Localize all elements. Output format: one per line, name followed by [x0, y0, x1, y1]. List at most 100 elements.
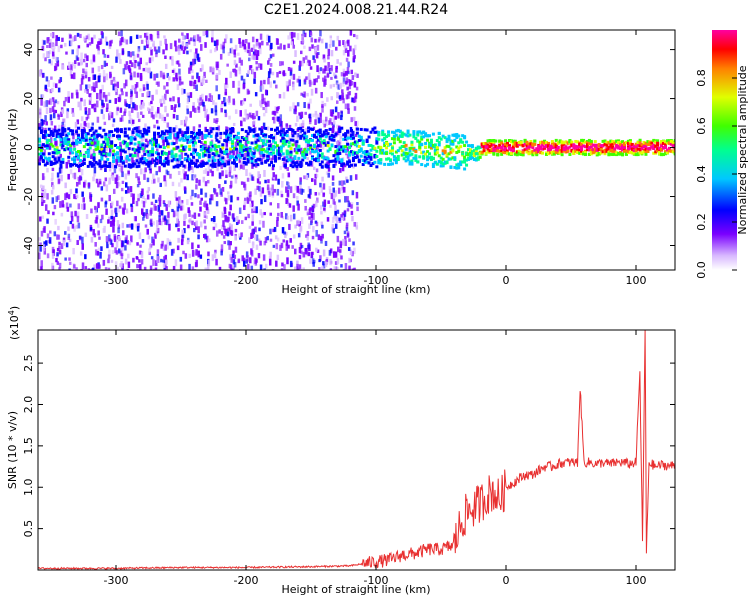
- heatmap-cell: [107, 92, 111, 97]
- heatmap-cell: [244, 146, 248, 150]
- heatmap-cell: [124, 173, 128, 180]
- heatmap-cell: [115, 181, 119, 189]
- heatmap-cell: [162, 246, 166, 251]
- heatmap-cell: [192, 126, 196, 132]
- heatmap-cell: [238, 207, 242, 214]
- heatmap-cell: [84, 138, 88, 142]
- heatmap-cell: [340, 214, 343, 218]
- heatmap-cell: [111, 172, 115, 176]
- heatmap-cell: [82, 58, 86, 63]
- heatmap-cell: [250, 128, 254, 132]
- heatmap-cell: [69, 145, 73, 150]
- heatmap-cell: [533, 151, 537, 155]
- heatmap-cell: [665, 148, 669, 152]
- heatmap-cell: [353, 96, 357, 103]
- heatmap-cell: [189, 195, 193, 200]
- heatmap-cell: [182, 134, 186, 138]
- heatmap-cell: [332, 159, 336, 163]
- heatmap-cell: [286, 167, 290, 172]
- heatmap-cell: [463, 167, 467, 171]
- heatmap-cell: [168, 150, 171, 155]
- heatmap-cell: [165, 204, 168, 211]
- heatmap-cell: [337, 187, 341, 194]
- heatmap-cell: [504, 151, 508, 155]
- heatmap-cell: [513, 144, 517, 148]
- heatmap-cell: [323, 80, 326, 87]
- heatmap-cell: [93, 107, 97, 113]
- heatmap-cell: [172, 210, 176, 218]
- heatmap-cell: [149, 265, 153, 270]
- heatmap-cell: [85, 213, 89, 219]
- heatmap-cell: [59, 134, 63, 138]
- heatmap-cell: [285, 81, 289, 87]
- heatmap-cell: [324, 135, 328, 139]
- heatmap-cell: [329, 35, 333, 39]
- heatmap-cell: [141, 103, 145, 109]
- heatmap-cell: [202, 143, 205, 147]
- heatmap-cell: [55, 148, 59, 152]
- heatmap-cell: [326, 149, 330, 153]
- heatmap-cell: [43, 192, 46, 199]
- heatmap-cell: [355, 34, 359, 40]
- heatmap-cell: [356, 206, 359, 212]
- heatmap-cell: [229, 228, 233, 235]
- heatmap-cell: [478, 146, 482, 150]
- heatmap-cell: [665, 141, 669, 145]
- heatmap-cell: [459, 140, 463, 144]
- heatmap-cell: [254, 136, 257, 141]
- heatmap-cell: [183, 186, 187, 191]
- heatmap-cell: [513, 139, 517, 143]
- heatmap-cell: [343, 45, 347, 49]
- heatmap-cell: [78, 180, 81, 185]
- heatmap-cell: [447, 145, 451, 149]
- heatmap-cell: [88, 146, 92, 150]
- heatmap-cell: [323, 207, 326, 211]
- heatmap-cell: [211, 159, 215, 163]
- heatmap-cell: [342, 49, 346, 56]
- heatmap-cell: [207, 251, 210, 257]
- snr-y-label: SNR (10 * v/v): [6, 411, 19, 489]
- heatmap-cell: [267, 179, 270, 184]
- heatmap-cell: [348, 265, 351, 270]
- heatmap-cell: [87, 122, 90, 129]
- heatmap-cell: [231, 140, 235, 144]
- heatmap-cell: [98, 126, 102, 130]
- heatmap-cell: [50, 60, 53, 66]
- heatmap-cell: [162, 146, 166, 150]
- heatmap-cell: [303, 79, 307, 85]
- heatmap-cell: [269, 54, 273, 59]
- heatmap-cell: [70, 64, 73, 71]
- heatmap-cell: [373, 155, 377, 159]
- heatmap-cell: [437, 154, 441, 158]
- heatmap-cell: [188, 147, 192, 151]
- heatmap-cell: [180, 200, 184, 204]
- heatmap-cell: [268, 163, 272, 167]
- heatmap-cell: [457, 141, 461, 145]
- heatmap-cell: [533, 142, 537, 146]
- heatmap-cell: [242, 145, 246, 149]
- heatmap-cell: [136, 183, 140, 188]
- heatmap-cell: [271, 191, 275, 196]
- heatmap-cell: [383, 144, 387, 148]
- heatmap-cell: [351, 152, 355, 156]
- heatmap-cell: [273, 188, 277, 193]
- heatmap-cell: [130, 107, 134, 113]
- heatmap-cell: [49, 142, 53, 146]
- heatmap-cell: [116, 220, 120, 226]
- heatmap-cell: [509, 140, 513, 144]
- heatmap-cell: [56, 172, 60, 178]
- heatmap-cell: [207, 259, 211, 267]
- heatmap-cell: [394, 129, 398, 133]
- heatmap-cell: [346, 179, 349, 183]
- heatmap-cell: [345, 225, 349, 229]
- heatmap-cell: [591, 150, 595, 154]
- heatmap-cell: [175, 72, 178, 80]
- heatmap-cell: [155, 161, 158, 165]
- heatmap-cell: [155, 157, 158, 161]
- heatmap-cell: [102, 259, 106, 266]
- heatmap-cell: [252, 206, 256, 211]
- heatmap-cell: [38, 237, 41, 241]
- heatmap-cell: [449, 147, 453, 151]
- heatmap-cell: [108, 133, 112, 137]
- heatmap-cell: [108, 234, 111, 242]
